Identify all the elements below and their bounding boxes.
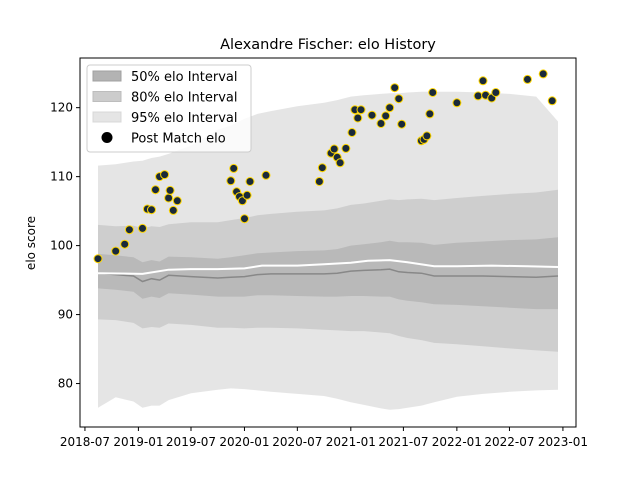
x-tick-label: 2019-01	[113, 435, 163, 449]
legend-swatch	[92, 91, 122, 102]
data-point	[394, 94, 404, 104]
data-point	[547, 96, 557, 106]
data-point	[245, 177, 255, 186]
data-point	[229, 163, 239, 173]
data-point	[491, 88, 501, 97]
x-tick-label: 2022-07	[484, 435, 534, 449]
data-point	[314, 177, 324, 186]
data-point	[422, 131, 432, 141]
y-tick-label: 110	[50, 170, 73, 184]
legend-box	[86, 64, 252, 153]
data-point	[165, 185, 175, 195]
plot-area	[93, 69, 559, 410]
data-point	[329, 144, 339, 154]
data-point	[425, 109, 435, 119]
x-tick-label: 2020-07	[272, 435, 322, 449]
legend: 50% elo Interval 80% elo Interval 95% elo …	[86, 64, 252, 153]
y-tick-label: 80	[58, 377, 73, 391]
data-point	[93, 254, 103, 264]
x-tick-label: 2023-01	[538, 435, 588, 449]
data-point	[261, 170, 271, 180]
legend-label: 80% elo Interval	[131, 91, 238, 106]
data-point	[317, 163, 327, 173]
data-point	[523, 74, 532, 84]
y-tick-label: 120	[50, 101, 73, 115]
median-line	[97, 268, 559, 283]
data-point	[160, 170, 170, 180]
legend-swatch	[92, 70, 122, 82]
axes-frame	[79, 57, 577, 428]
chart-title: Alexandre Fischer: elo History	[220, 37, 436, 53]
data-point	[240, 214, 249, 224]
mean-line	[97, 259, 559, 275]
data-point	[147, 205, 156, 215]
legend-label: 95% elo Interval	[131, 111, 238, 126]
y-tick-label: 90	[58, 308, 73, 322]
data-point	[335, 158, 345, 168]
data-point	[138, 223, 147, 233]
data-point	[385, 103, 395, 113]
data-point	[151, 185, 160, 195]
data-point	[390, 83, 400, 93]
data-point	[226, 176, 236, 186]
data-point	[367, 110, 377, 120]
data-point	[473, 91, 483, 101]
data-point	[478, 76, 488, 86]
legend-label: 50% elo Interval	[131, 70, 238, 85]
legend-label: Post Match elo	[131, 132, 226, 147]
y-tick-label: 100	[50, 239, 73, 253]
data-point	[452, 98, 462, 108]
x-tick-label: 2022-01	[432, 435, 482, 449]
data-point	[120, 239, 130, 249]
data-point	[397, 119, 407, 129]
data-point	[538, 69, 548, 79]
data-point	[242, 190, 252, 200]
data-point	[164, 193, 174, 203]
data-point	[172, 196, 182, 206]
data-point	[381, 111, 391, 121]
legend-marker	[101, 132, 113, 143]
x-tick-label: 2021-01	[326, 435, 376, 449]
data-point	[168, 205, 178, 215]
legend-swatch	[92, 111, 122, 123]
data-point	[356, 105, 366, 115]
data-point	[341, 143, 351, 153]
x-tick-label: 2020-01	[219, 435, 269, 449]
data-point	[353, 113, 363, 123]
x-tick-label: 2019-07	[166, 435, 216, 449]
data-point	[347, 128, 357, 137]
data-point	[428, 88, 438, 97]
x-tick-label: 2021-07	[378, 435, 428, 449]
data-point	[376, 119, 386, 128]
y-axis-label: elo score	[24, 216, 38, 270]
x-tick-label: 2018-07	[60, 435, 110, 449]
data-point	[111, 246, 121, 256]
data-point	[124, 225, 134, 235]
